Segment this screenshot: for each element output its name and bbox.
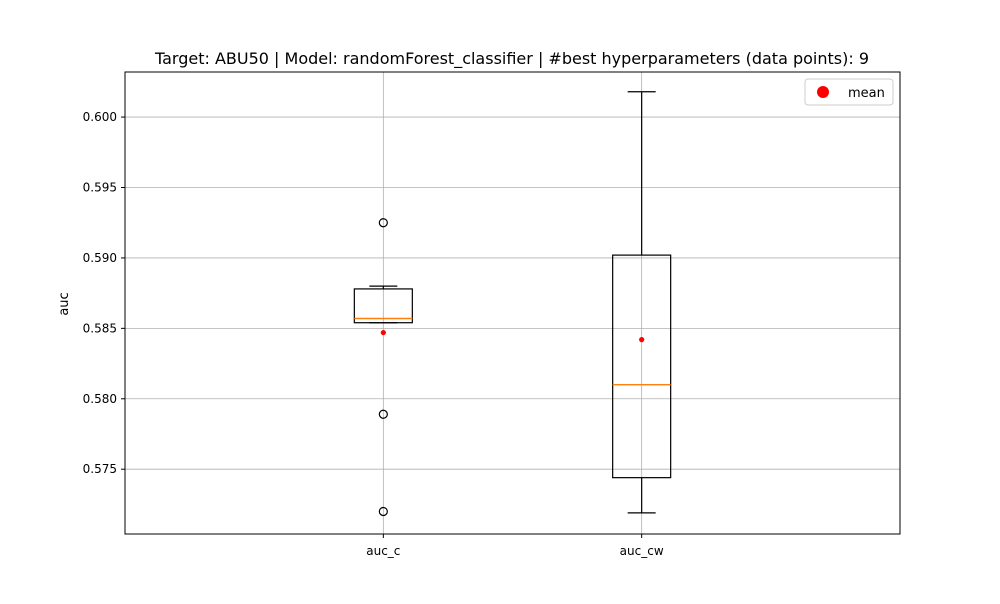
iqr-box [612,254,672,479]
y-axis-label: auc [57,292,72,315]
legend: mean [804,78,894,106]
outlier-point [378,409,388,419]
box-layer [353,91,672,517]
outlier-point [378,506,388,517]
outlier-point [378,218,388,228]
x-tick-label: auc_cw [620,544,664,558]
y-tick-label: 0.600 [83,110,117,124]
legend-mean-label: mean [848,86,885,101]
box-group-auc-cw [612,91,672,514]
mean-marker [380,329,386,336]
y-tick-label: 0.585 [83,321,117,335]
x-tick-label: auc_c [366,544,400,558]
grid-layer [125,72,900,534]
plot-frame [124,71,901,535]
y-tick-label: 0.590 [83,251,117,265]
box-group-auc-c [353,218,413,517]
y-tick-label: 0.575 [83,462,117,476]
mean-marker [639,337,645,343]
tick-layer: 0.575 0.580 0.585 0.590 0.595 0.600 auc_c auc_c… [83,110,664,558]
iqr-box [353,288,413,324]
y-tick-label: 0.580 [83,392,117,406]
chart-title: Target: ABU50 | Model: randomForest_clas… [154,49,869,69]
y-tick-label: 0.595 [83,181,117,195]
legend-mean-marker [817,86,829,98]
legend-frame [804,78,894,106]
